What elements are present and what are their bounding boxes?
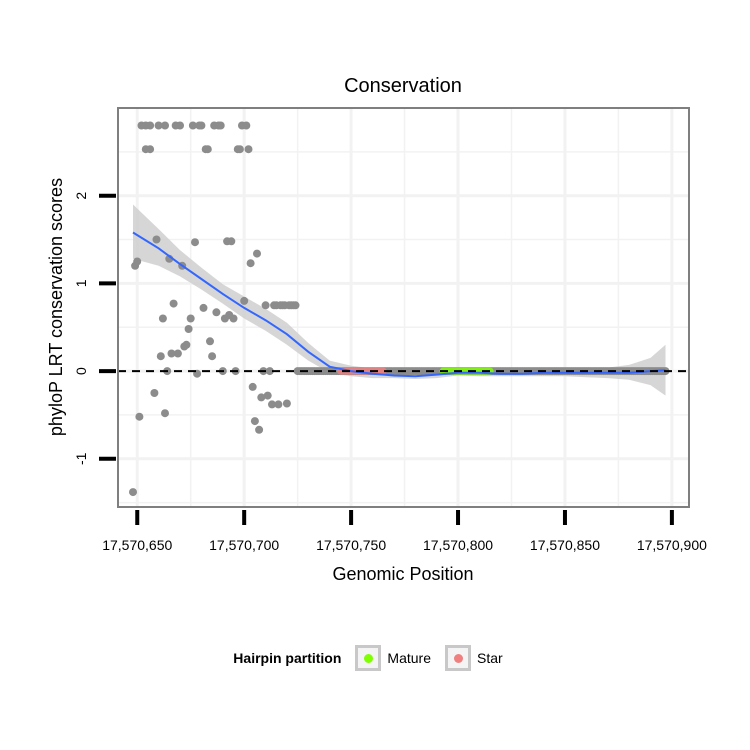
data-point-10 <box>152 235 161 244</box>
data-point-59 <box>255 425 264 434</box>
data-point-57 <box>250 417 259 426</box>
data-point-22 <box>176 121 184 130</box>
data-point-15 <box>161 409 169 418</box>
legend-key-star <box>445 645 471 671</box>
data-point-36 <box>206 337 214 346</box>
data-point-2 <box>133 257 142 266</box>
y-tick-label-3: 2 <box>73 192 89 200</box>
y-axis-label: phyloP LRT conservation scores <box>46 178 66 436</box>
data-point-8 <box>146 121 155 130</box>
chart-title: Conservation <box>344 75 462 97</box>
x-tick-label-3: 17,570,800 <box>423 537 493 553</box>
x-axis-label: Genomic Position <box>332 564 473 584</box>
data-point-33 <box>199 303 208 312</box>
data-point-68 <box>274 400 283 409</box>
legend: Hairpin partition Mature Star <box>0 638 750 678</box>
data-point-9 <box>150 389 159 397</box>
smooth-line <box>132 231 666 378</box>
points-layer <box>129 121 670 497</box>
data-point-60 <box>257 393 266 402</box>
data-point-46 <box>227 237 236 246</box>
data-point-14 <box>161 121 169 130</box>
data-point-52 <box>240 296 249 305</box>
data-point-58 <box>253 249 261 258</box>
data-point-65 <box>268 400 276 409</box>
data-point-18 <box>167 349 176 358</box>
grid-layer <box>118 108 689 507</box>
data-point-28 <box>188 121 197 130</box>
x-tick-label-2: 17,570,750 <box>316 537 386 553</box>
data-point-72 <box>282 399 291 408</box>
data-point-3 <box>135 412 144 421</box>
data-point-26 <box>184 325 193 333</box>
legend-key-mature <box>355 645 382 671</box>
data-point-11 <box>154 121 163 130</box>
smooth-line-layer <box>132 231 666 378</box>
x-tick-label-0: 17,570,650 <box>102 537 172 553</box>
data-point-64 <box>265 367 274 376</box>
data-point-19 <box>169 299 178 308</box>
axis-layer: 17,570,650 17,570,700 17,570,750 17,570,800… <box>73 192 707 553</box>
confidence-ribbon-layer <box>133 204 666 396</box>
data-point-76 <box>291 301 300 310</box>
data-point-27 <box>186 314 195 323</box>
data-point-0 <box>129 488 137 497</box>
legend-dot-star <box>453 653 463 663</box>
data-point-39 <box>212 308 221 317</box>
panel-border <box>117 107 690 508</box>
data-point-12 <box>156 352 165 361</box>
data-point-21 <box>173 349 182 358</box>
data-point-56 <box>248 382 257 391</box>
x-tick-label-5: 17,570,900 <box>637 537 707 553</box>
data-point-50 <box>235 145 244 154</box>
y-tick-label-1: 0 <box>73 367 89 375</box>
data-point-47 <box>229 314 238 323</box>
x-tick-label-1: 17,570,700 <box>209 537 279 553</box>
legend-label-mature: Mature <box>387 650 431 666</box>
legend-dot-mature <box>363 653 373 663</box>
data-point-53 <box>242 121 251 130</box>
data-point-55 <box>246 259 255 268</box>
x-tick-label-4: 17,570,850 <box>530 537 600 553</box>
data-point-62 <box>261 301 270 310</box>
data-point-63 <box>263 391 272 400</box>
data-point-32 <box>197 121 206 130</box>
y-tick-label-0: -1 <box>73 452 89 465</box>
data-point-35 <box>203 145 212 154</box>
confidence-ribbon <box>133 204 666 396</box>
data-point-7 <box>146 145 155 154</box>
y-tick-label-2: 1 <box>73 279 89 287</box>
data-point-41 <box>216 121 225 130</box>
data-point-54 <box>244 145 253 154</box>
data-point-37 <box>208 352 217 361</box>
data-point-29 <box>191 238 199 247</box>
data-point-13 <box>158 314 167 323</box>
legend-label-star: Star <box>477 650 503 666</box>
data-point-25 <box>182 340 191 349</box>
legend-title: Hairpin partition <box>233 650 342 666</box>
